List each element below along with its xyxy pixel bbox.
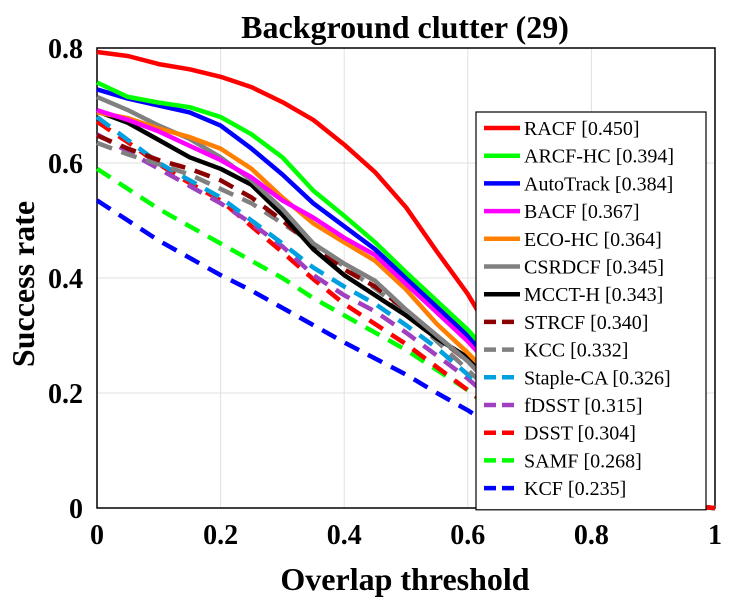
x-tick-label: 0.8 [574, 520, 609, 551]
legend-label: KCF [0.235] [524, 478, 626, 500]
legend: RACF [0.450] ARCF-HC [0.394] AutoTrack [0.… [475, 111, 707, 511]
legend-label: STRCF [0.340] [524, 312, 648, 334]
legend-label: MCCT-H [0.343] [524, 284, 663, 306]
y-tick-label: 0.2 [48, 379, 83, 410]
y-tick-label: 0 [69, 494, 83, 525]
chart-title: Background clutter (29) [241, 9, 569, 45]
plot-frame [96, 47, 716, 509]
legend-label: BACF [0.367] [524, 201, 640, 223]
y-tick-label: 0.4 [48, 264, 83, 295]
legend-label: ECO-HC [0.364] [524, 229, 662, 251]
legend-label: KCC [0.332] [524, 340, 628, 362]
x-axis-label: Overlap threshold [280, 561, 529, 597]
y-axis-label: Success rate [5, 201, 41, 367]
y-tick-label: 0.6 [48, 149, 83, 180]
x-tick-labels: 0 0.2 0.4 0.6 0.8 1 [90, 520, 722, 551]
y-tick-labels: 0 0.2 0.4 0.6 0.8 [48, 34, 83, 525]
x-tick-label: 0.2 [203, 520, 238, 551]
x-tick-label: 0.4 [327, 520, 362, 551]
legend-label: fDSST [0.315] [524, 395, 643, 417]
x-tick-label: 0 [90, 520, 104, 551]
y-tick-label: 0.8 [48, 34, 83, 65]
legend-label: ARCF-HC [0.394] [524, 146, 674, 168]
legend-label: RACF [0.450] [524, 118, 640, 140]
x-tick-label: 1 [708, 520, 722, 551]
legend-box [475, 111, 707, 511]
legend-label: Staple-CA [0.326] [524, 367, 671, 389]
legend-label: SAMF [0.268] [524, 450, 642, 472]
legend-label: CSRDCF [0.345] [524, 257, 664, 279]
x-tick-label: 0.6 [450, 520, 485, 551]
legend-label: DSST [0.304] [524, 423, 636, 445]
legend-label: AutoTrack [0.384] [524, 173, 673, 195]
